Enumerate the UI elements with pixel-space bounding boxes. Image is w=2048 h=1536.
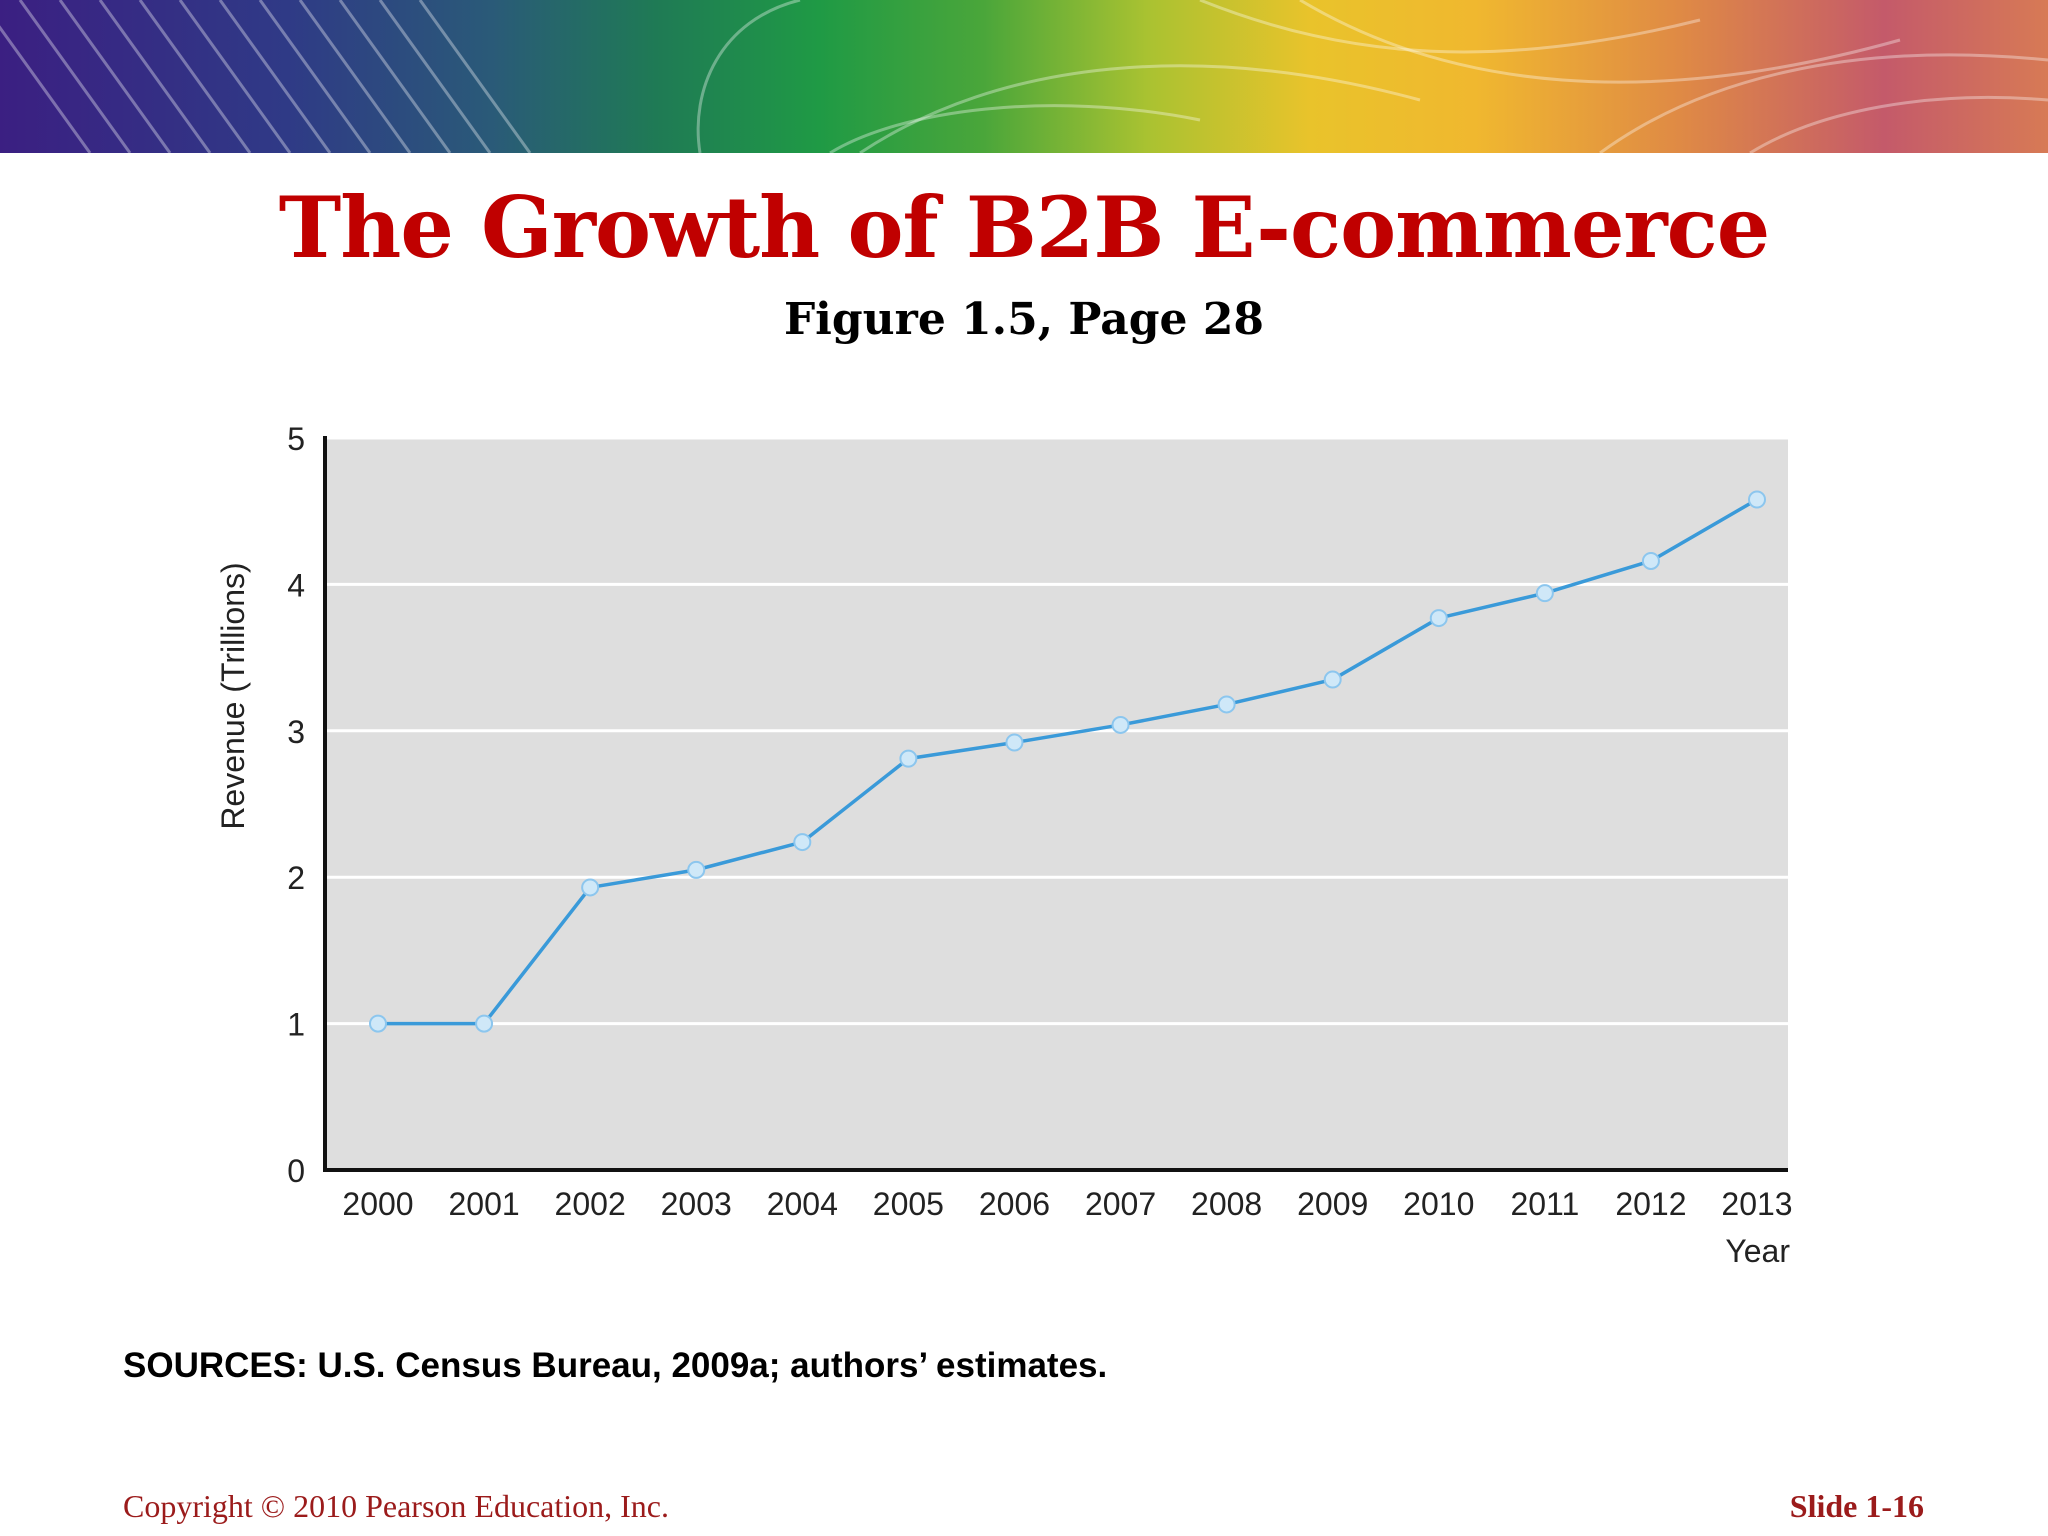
x-tick-label-2004: 2004	[767, 1186, 838, 1222]
x-tick-label-2006: 2006	[979, 1186, 1050, 1222]
data-point-2012	[1641, 551, 1660, 570]
x-tick-label-2013: 2013	[1721, 1186, 1792, 1222]
y-tick-label-1: 1	[287, 1007, 305, 1043]
y-tick-label-3: 3	[287, 714, 305, 750]
x-tick-label-2003: 2003	[661, 1186, 732, 1222]
x-axis-label: Year	[1725, 1233, 1790, 1269]
x-tick-label-2000: 2000	[342, 1186, 413, 1222]
data-point-2007	[1111, 715, 1130, 734]
y-axis-label: Revenue (Trillions)	[215, 562, 251, 829]
data-point-2009	[1323, 670, 1342, 689]
sources-note: SOURCES: U.S. Census Bureau, 2009a; auth…	[123, 1346, 1108, 1385]
data-point-2008	[1217, 695, 1236, 714]
series-layer	[369, 490, 1766, 1033]
figure-reference: Figure 1.5, Page 28	[783, 294, 1265, 345]
x-tick-label-2001: 2001	[448, 1186, 519, 1222]
data-point-2004	[793, 833, 812, 852]
data-point-2000	[369, 1014, 387, 1033]
x-tick-label-2007: 2007	[1085, 1186, 1156, 1222]
x-tick-labels: 2000 2001 2002 2003 2004 2005 2006 2007 2008 2009…	[342, 1186, 1792, 1222]
data-point-2013	[1748, 490, 1766, 509]
series-line-0	[378, 497, 1758, 1026]
y-tick-label-0: 0	[287, 1153, 305, 1189]
x-tick-label-2009: 2009	[1297, 1186, 1368, 1222]
gridlines	[325, 436, 1788, 1026]
x-tick-label-2010: 2010	[1403, 1186, 1474, 1222]
slide-number: Slide 1-16	[1789, 1488, 1924, 1524]
y-tick-label-5: 5	[287, 421, 305, 457]
data-point-2005	[899, 749, 918, 768]
data-point-2003	[687, 860, 706, 879]
data-point-2002	[581, 878, 600, 897]
copyright-notice: Copyright © 2010 Pearson Education, Inc.	[123, 1488, 669, 1524]
axes	[323, 436, 1788, 1172]
x-tick-label-2008: 2008	[1191, 1186, 1262, 1222]
data-point-2010	[1429, 609, 1448, 628]
x-tick-label-2002: 2002	[555, 1186, 626, 1222]
header-banner	[0, 0, 2048, 153]
slide-title: The Growth of B2B E-commerce	[278, 178, 1770, 277]
y-tick-label-4: 4	[287, 567, 305, 603]
data-point-2001	[475, 1014, 494, 1033]
x-tick-label-2012: 2012	[1615, 1186, 1686, 1222]
x-tick-label-2011: 2011	[1510, 1186, 1579, 1222]
plot-area	[325, 438, 1788, 1170]
y-tick-label-2: 2	[287, 860, 305, 896]
x-tick-label-2005: 2005	[873, 1186, 944, 1222]
y-tick-labels: 0 1 2 3 4 5	[287, 421, 305, 1189]
data-point-2011	[1535, 584, 1554, 603]
data-point-2006	[1005, 733, 1024, 752]
banner-swirl-decoration	[0, 0, 2048, 153]
